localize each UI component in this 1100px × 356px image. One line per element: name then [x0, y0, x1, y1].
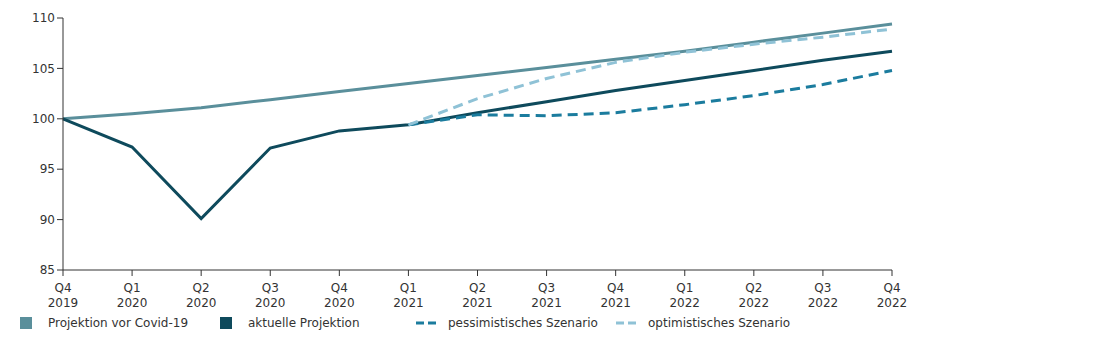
svg-text:2020: 2020 [117, 296, 148, 310]
svg-text:Q3: Q3 [814, 281, 831, 295]
html-text:Projektion vor Covid-19: Projektion vor Covid-19 [48, 316, 189, 330]
svg-text:85: 85 [40, 263, 55, 277]
svg-text:Q4: Q4 [607, 281, 624, 295]
svg-text:Q1: Q1 [400, 281, 417, 295]
svg-text:2021: 2021 [531, 296, 562, 310]
svg-text:Q3: Q3 [262, 281, 279, 295]
svg-text:2020: 2020 [324, 296, 355, 310]
svg-text:Q4: Q4 [331, 281, 348, 295]
svg-text:105: 105 [32, 62, 55, 76]
svg-text:2021: 2021 [600, 296, 631, 310]
svg-text:Q3: Q3 [538, 281, 555, 295]
svg-text:2021: 2021 [462, 296, 493, 310]
svg-text:Q4: Q4 [54, 281, 71, 295]
html-text:optimistisches Szenario: optimistisches Szenario [648, 316, 791, 330]
svg-text:Q1: Q1 [124, 281, 141, 295]
svg-text:110: 110 [32, 11, 55, 25]
svg-text:2022: 2022 [808, 296, 839, 310]
svg-text:90: 90 [40, 213, 55, 227]
svg-text:2021: 2021 [393, 296, 424, 310]
svg-text:2022: 2022 [669, 296, 700, 310]
html-text:pessimistisches Szenario: pessimistisches Szenario [448, 316, 598, 330]
svg-text:Q1: Q1 [676, 281, 693, 295]
svg-text:2022: 2022 [739, 296, 770, 310]
svg-text:95: 95 [40, 162, 55, 176]
svg-text:2020: 2020 [186, 296, 217, 310]
svg-text:100: 100 [32, 112, 55, 126]
svg-text:2020: 2020 [255, 296, 286, 310]
svg-text:Q2: Q2 [745, 281, 762, 295]
svg-text:Q2: Q2 [193, 281, 210, 295]
svg-text:Q2: Q2 [469, 281, 486, 295]
html-text:aktuelle Projektion: aktuelle Projektion [248, 316, 360, 330]
svg-text:2022: 2022 [877, 296, 908, 310]
svg-text:Q4: Q4 [883, 281, 900, 295]
svg-text:2019: 2019 [48, 296, 79, 310]
